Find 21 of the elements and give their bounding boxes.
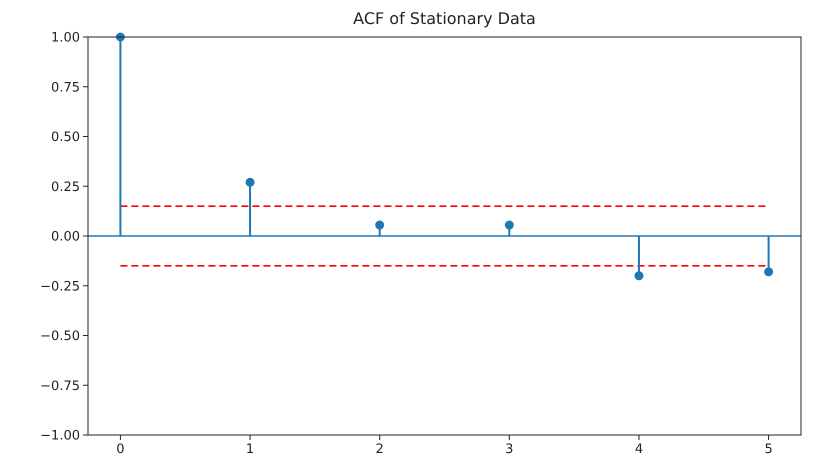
y-tick-label: 0.00 [51,230,80,245]
y-tick-label: 0.75 [51,80,80,96]
x-tick-label: 4 [634,442,644,457]
y-tick-label: −1.00 [40,428,80,444]
x-tick-label: 0 [116,442,125,457]
x-tick-label: 2 [376,442,384,457]
x-tick-label: 5 [764,442,773,457]
point [246,178,255,187]
y-tick-label: 1.00 [51,30,80,46]
point [764,267,774,276]
y-tick-label: −0.75 [40,378,80,394]
chart-title: ACF of Stationary Data [353,9,536,28]
x-tick-label: 1 [246,442,254,457]
point [375,220,384,230]
y-tick-label: 0.25 [51,180,80,195]
x-tick-label: 3 [505,442,514,457]
point [504,220,514,230]
y-tick-label: −0.25 [40,279,80,294]
point [634,271,644,280]
y-tick-label: 0.50 [51,130,80,146]
y-tick-label: −0.50 [40,329,80,344]
